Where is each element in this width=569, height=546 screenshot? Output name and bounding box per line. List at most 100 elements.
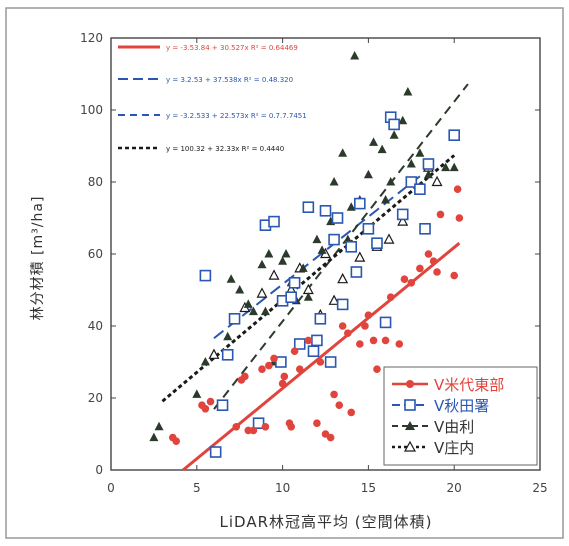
data-point (330, 390, 338, 399)
data-point (312, 234, 322, 244)
data-point (290, 347, 299, 356)
equation-text-3: y = -3.2.533 + 22.573x R² = 0.7.7.7451 (166, 112, 307, 120)
data-point (256, 287, 268, 298)
data-point (433, 268, 441, 276)
y-tick-label: 40 (88, 319, 103, 333)
data-point (313, 419, 321, 428)
data-point (192, 389, 202, 398)
equation-text-4: y = 100.32 + 32.33x R² = 0.4440 (166, 145, 284, 153)
y-tick-label: 120 (80, 31, 103, 45)
data-point (337, 272, 349, 284)
legend-marker-1 (406, 380, 414, 388)
data-point (422, 158, 435, 170)
data-point (260, 306, 270, 316)
legend-marker-4 (403, 440, 417, 452)
fit-line (213, 83, 469, 410)
data-point (149, 432, 159, 442)
data-point (280, 372, 289, 381)
data-point (206, 397, 215, 406)
data-point (362, 223, 375, 235)
data-point (356, 340, 364, 348)
data-point (350, 266, 363, 278)
data-point (228, 312, 241, 325)
data-point (270, 354, 278, 363)
data-point (200, 357, 210, 366)
data-point (371, 237, 383, 249)
data-point (403, 87, 413, 96)
data-point (201, 405, 210, 413)
data-point (311, 334, 323, 347)
data-point (243, 299, 253, 308)
fit-line (161, 154, 456, 403)
data-point (423, 169, 433, 179)
data-point (285, 291, 297, 304)
x-tick-label: 10 (275, 481, 290, 495)
data-point (336, 298, 349, 311)
data-point (453, 185, 462, 193)
data-point (354, 197, 366, 210)
data-point (268, 215, 280, 228)
data-point (441, 162, 451, 172)
data-point (429, 257, 438, 266)
data-point (316, 358, 325, 366)
data-point (397, 215, 409, 226)
data-point (241, 372, 249, 381)
data-point (154, 421, 164, 431)
data-point (278, 379, 287, 388)
data-point (449, 162, 459, 172)
data-point (414, 183, 426, 195)
data-point (361, 322, 369, 330)
data-point (369, 336, 378, 345)
x-tick-label: 25 (532, 481, 547, 495)
data-point (386, 293, 395, 302)
data-point (328, 294, 340, 305)
data-point (329, 177, 339, 186)
data-point (252, 417, 265, 430)
data-point (257, 259, 267, 269)
y-tick-label: 80 (88, 175, 103, 189)
y-tick-label: 0 (95, 463, 103, 477)
data-point (396, 208, 409, 221)
data-point (293, 338, 306, 350)
data-point (338, 322, 347, 330)
data-point (302, 201, 315, 213)
data-point (455, 214, 464, 222)
data-point (319, 205, 332, 217)
data-point (350, 51, 360, 60)
y-tick-label: 100 (80, 103, 103, 117)
data-point (405, 176, 418, 188)
regression-equations: y = -3.53.84 + 30.527x R² = 0.64469 y = … (118, 44, 307, 153)
data-point (416, 264, 424, 273)
data-point (363, 169, 373, 179)
data-point (248, 306, 258, 316)
data-point (275, 356, 287, 368)
x-tick-label: 20 (447, 481, 462, 495)
data-point (317, 245, 327, 254)
data-point (373, 365, 381, 374)
legend-label-4: V庄内 (434, 439, 474, 457)
data-point (235, 285, 245, 294)
data-markers (149, 51, 464, 458)
data-point (307, 345, 320, 358)
data-point (199, 269, 212, 282)
data-point (406, 159, 416, 168)
data-point (448, 129, 461, 141)
data-point (268, 269, 280, 280)
data-point (369, 137, 379, 146)
data-point (344, 329, 352, 338)
data-point (398, 115, 408, 125)
data-point (400, 275, 409, 284)
data-point (303, 292, 313, 301)
data-point (377, 144, 387, 154)
data-point (324, 356, 337, 368)
legend: V米代東部 V秋田署 V由利 V庄内 (383, 366, 538, 466)
equation-text-2: y = 3.2.53 + 37.538x R² = 0.48.320 (166, 76, 293, 84)
data-point (223, 331, 233, 341)
data-point (232, 423, 241, 431)
legend-label-2: V秋田署 (434, 397, 489, 415)
data-point (265, 361, 273, 370)
data-point (347, 408, 356, 417)
data-point (258, 365, 266, 374)
legend-marker-3 (405, 421, 415, 430)
data-point (386, 177, 396, 186)
